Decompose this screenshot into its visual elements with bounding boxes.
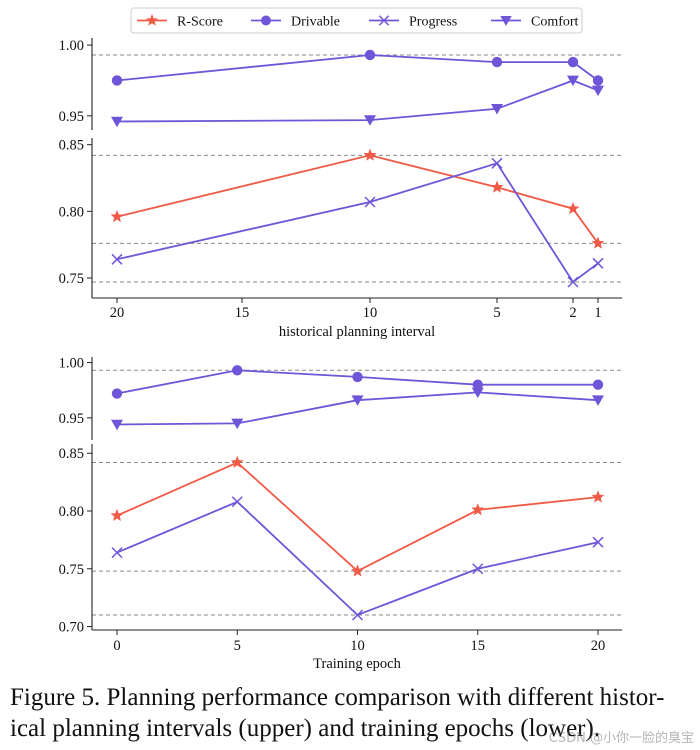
star-icon [145, 13, 159, 26]
data-point-r-score [230, 455, 244, 469]
data-point-r-score [566, 201, 580, 215]
data-point-comfort [111, 116, 123, 128]
series-line-comfort [116, 79, 599, 123]
data-point-progress [491, 157, 503, 169]
y-tick-label: 1.00 [59, 38, 84, 54]
data-point-drivable [352, 371, 363, 383]
data-point-drivable [567, 56, 579, 68]
y-tick-label: 0.75 [59, 562, 84, 578]
data-point-progress [592, 536, 604, 548]
series-line-progress [116, 500, 599, 617]
data-point-drivable [111, 75, 123, 86]
data-point-drivable [592, 379, 604, 390]
data-point-r-score [110, 209, 124, 223]
data-point-comfort [567, 75, 579, 87]
data-point-drivable [491, 56, 503, 68]
data-point-r-score [591, 490, 605, 503]
x-tick-label: 5 [493, 305, 500, 321]
data-point-drivable [364, 49, 376, 61]
legend-label: Comfort [531, 15, 579, 30]
data-point-drivable [232, 365, 243, 376]
legend-label: Progress [409, 15, 457, 30]
data-point-progress [364, 196, 376, 208]
x-tick-label: 15 [471, 638, 486, 654]
series-line-r-score [116, 461, 599, 573]
data-point-progress [111, 253, 123, 265]
data-point-progress [567, 276, 579, 288]
legend-label: R-Score [177, 15, 223, 30]
series-line-progress [116, 162, 599, 284]
x-tick-label: 10 [350, 638, 365, 654]
data-point-drivable [472, 379, 483, 390]
caption-line-2: ical planning intervals (upper) and trai… [10, 715, 601, 742]
y-tick-label: 0.75 [59, 271, 84, 287]
data-point-r-score [110, 508, 124, 522]
data-point-comfort [231, 418, 244, 430]
data-point-comfort [592, 85, 604, 97]
y-tick-label: 0.85 [59, 138, 84, 154]
data-point-progress [231, 496, 243, 508]
y-tick-label: 0.85 [59, 446, 84, 462]
circle-icon [261, 15, 271, 26]
data-point-progress [351, 609, 364, 621]
y-tick-label: 0.95 [59, 411, 84, 427]
y-tick-label: 0.70 [59, 620, 84, 636]
data-point-comfort [351, 395, 364, 406]
x-tick-label: 2 [569, 305, 576, 321]
data-point-progress [592, 257, 604, 269]
x-axis-label: historical planning interval [279, 324, 435, 340]
x-tick-label: 0 [113, 638, 120, 654]
data-point-comfort [592, 395, 604, 406]
data-point-drivable [592, 75, 604, 86]
series-line-r-score [116, 154, 599, 244]
x-tick-label: 5 [234, 638, 241, 654]
data-point-comfort [491, 103, 503, 115]
data-point-r-score [471, 503, 485, 516]
y-tick-label: 0.95 [59, 109, 84, 125]
data-point-comfort [111, 419, 123, 431]
triangle-down-icon [500, 15, 512, 26]
caption-line-1: Figure 5. Planning performance compariso… [10, 684, 665, 711]
figure: R-Score Drivable Progress Comfort 1.00 0.95 0.… [59, 7, 622, 672]
x-tick-label: 15 [235, 305, 250, 321]
legend-label: Drivable [291, 15, 340, 30]
legend-box [130, 7, 583, 34]
data-point-comfort [471, 387, 484, 399]
data-point-progress [111, 547, 123, 559]
y-tick-label: 1.00 [59, 356, 84, 372]
x-axis-label: Training epoch [313, 656, 401, 672]
figure-caption: Figure 5. Planning performance compariso… [10, 682, 690, 744]
data-point-r-score [363, 148, 377, 161]
x-tick-label: 1 [594, 305, 601, 321]
series-line-drivable [116, 54, 599, 82]
watermark: CSDN @小你一脸的臭宝 [548, 731, 694, 746]
data-point-r-score [490, 180, 504, 193]
data-point-comfort [364, 115, 376, 126]
x-icon [378, 15, 390, 26]
y-tick-label: 0.80 [59, 204, 84, 220]
data-point-r-score [350, 564, 365, 577]
data-point-drivable [111, 388, 123, 399]
x-tick-label: 20 [110, 305, 125, 321]
data-point-progress [472, 563, 484, 575]
x-tick-label: 10 [363, 305, 378, 321]
data-point-r-score [591, 236, 605, 249]
y-tick-label: 0.80 [59, 504, 84, 520]
x-tick-label: 20 [591, 638, 606, 654]
